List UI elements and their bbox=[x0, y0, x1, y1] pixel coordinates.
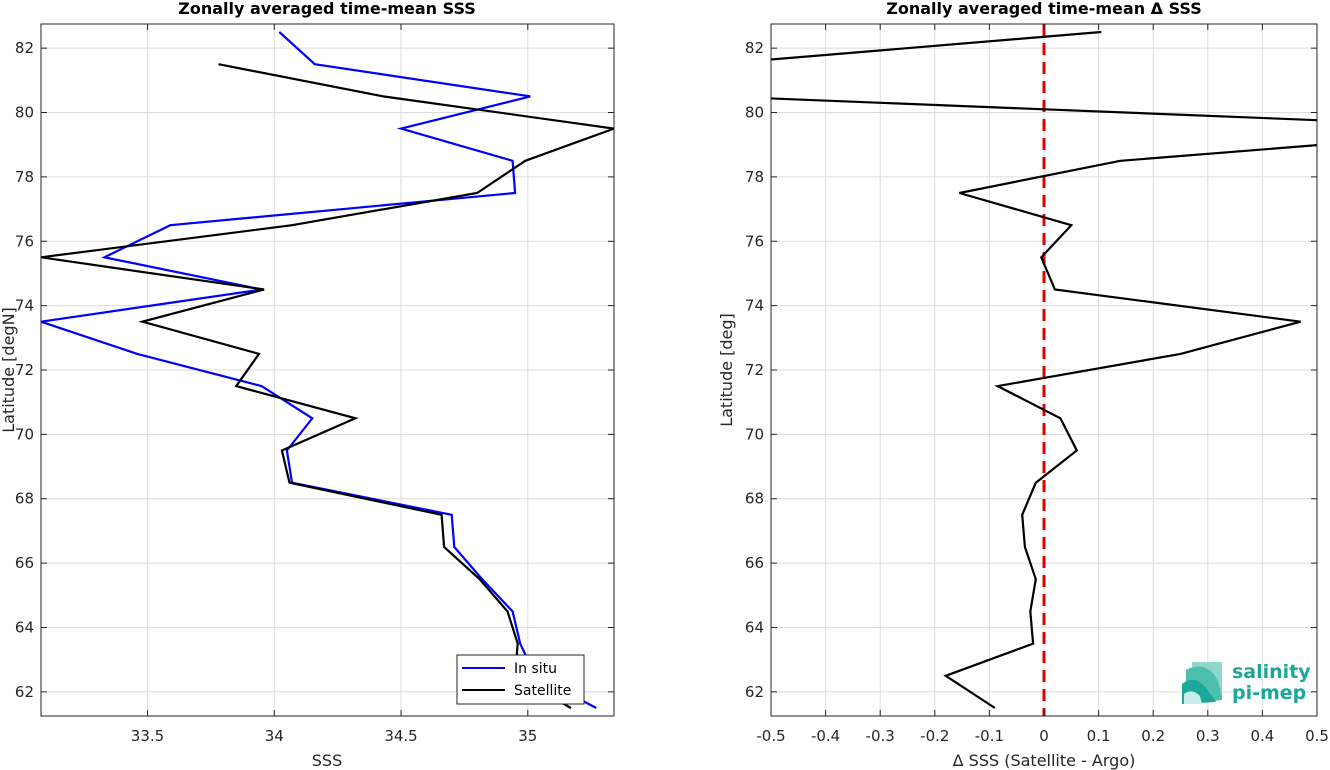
x-tick-label: -0.1 bbox=[975, 727, 1004, 745]
logo-line2: pi-mep bbox=[1232, 682, 1306, 704]
y-tick-label: 76 bbox=[745, 232, 764, 250]
y-tick-label: 62 bbox=[745, 683, 764, 701]
y-tick-label: 68 bbox=[745, 490, 764, 508]
series-group bbox=[771, 30, 1317, 709]
y-tick-label: 78 bbox=[745, 168, 764, 186]
delta-sss-panel: Zonally averaged time-mean Δ SSS -0.5 -0.… bbox=[717, 0, 1329, 770]
x-tick-label: -0.3 bbox=[866, 727, 895, 745]
wave-logo-icon bbox=[1182, 662, 1222, 704]
y-tick-label: 70 bbox=[15, 425, 34, 443]
x-tick-label: 35 bbox=[518, 727, 537, 745]
y-tick-label: 74 bbox=[745, 297, 764, 315]
y-tick-label: 70 bbox=[745, 425, 764, 443]
x-tick-label: -0.2 bbox=[920, 727, 949, 745]
y-tick-label: 64 bbox=[15, 618, 34, 636]
x-tick-label: 34.5 bbox=[384, 727, 417, 745]
x-tick-label: -0.4 bbox=[811, 727, 840, 745]
series-line-satellite bbox=[41, 63, 614, 709]
y-tick-label: 74 bbox=[15, 297, 34, 315]
x-tick-label: -0.5 bbox=[756, 727, 785, 745]
series-group bbox=[41, 31, 614, 709]
chart-title: Zonally averaged time-mean SSS bbox=[178, 0, 476, 18]
y-tick-label: 72 bbox=[15, 361, 34, 379]
x-tick-label: 34 bbox=[265, 727, 284, 745]
x-tick-label: 0.5 bbox=[1305, 727, 1329, 745]
legend-entry-in-situ: In situ bbox=[514, 661, 557, 677]
grid bbox=[41, 24, 614, 716]
y-tick-label: 82 bbox=[745, 39, 764, 57]
x-tick-label: 0.1 bbox=[1087, 727, 1111, 745]
y-tick-label: 62 bbox=[15, 683, 34, 701]
y-axis-label: Latitude [deg] bbox=[717, 313, 736, 427]
legend: In situ Satellite bbox=[456, 654, 585, 705]
logo-line1: salinity bbox=[1232, 661, 1311, 683]
legend-entry-satellite: Satellite bbox=[514, 683, 571, 699]
x-axis-label: SSS bbox=[312, 751, 342, 770]
y-tick-label: 64 bbox=[745, 618, 764, 636]
x-tick-label: 0.3 bbox=[1196, 727, 1220, 745]
y-tick-label: 66 bbox=[745, 554, 764, 572]
y-tick-label: 82 bbox=[15, 39, 34, 57]
chart-title: Zonally averaged time-mean Δ SSS bbox=[886, 0, 1202, 18]
x-tick-label: 0.4 bbox=[1250, 727, 1274, 745]
y-tick-label: 78 bbox=[15, 168, 34, 186]
y-tick-label: 80 bbox=[745, 104, 764, 122]
y-tick-label: 76 bbox=[15, 232, 34, 250]
series-line-delta-sss bbox=[771, 30, 1317, 709]
y-tick-label: 68 bbox=[15, 490, 34, 508]
y-tick-label: 80 bbox=[15, 104, 34, 122]
y-tick-label: 72 bbox=[745, 361, 764, 379]
y-axis-label: Latitude [degN] bbox=[0, 307, 18, 433]
x-tick-label: 0.2 bbox=[1141, 727, 1165, 745]
x-tick-label: 33.5 bbox=[131, 727, 164, 745]
x-tick-label: 0 bbox=[1039, 727, 1049, 745]
x-axis-label: Δ SSS (Satellite - Argo) bbox=[953, 751, 1136, 770]
tick-labels: 33.5 34 34.5 35 62 64 66 68 70 72 74 76 78 80 82 bbox=[15, 24, 614, 745]
salinity-pimep-logo: salinity pi-mep bbox=[1182, 661, 1311, 704]
series-line-in-situ bbox=[41, 31, 597, 709]
legend-box bbox=[456, 654, 585, 705]
tick-labels: -0.5 -0.4 -0.3 -0.2 -0.1 0 0.1 0.2 0.3 0.4 0.5 62 64… bbox=[745, 24, 1329, 745]
y-tick-label: 66 bbox=[15, 554, 34, 572]
sss-profile-panel: Zonally averaged time-mean SSS 33.5 34 34.… bbox=[0, 0, 615, 770]
